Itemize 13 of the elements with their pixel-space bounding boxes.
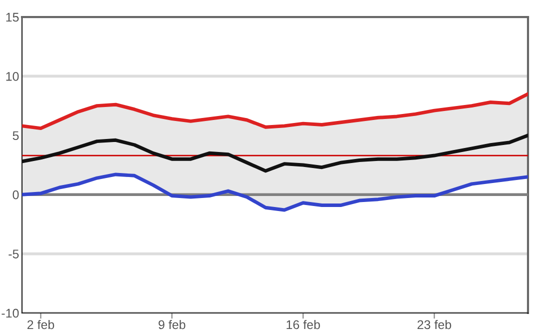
y-tick-label: -5 bbox=[8, 250, 19, 258]
x-tick-label: 9 feb bbox=[158, 320, 186, 330]
x-tick-label: 16 feb bbox=[286, 320, 320, 330]
y-tick-label: 15 bbox=[6, 12, 19, 22]
y-tick-label: 5 bbox=[12, 131, 19, 140]
y-tick-label: -10 bbox=[2, 308, 19, 318]
y-tick-label: 0 bbox=[12, 190, 19, 200]
line-series bbox=[22, 134, 528, 173]
line-series bbox=[22, 172, 528, 212]
x-tick-label: 23 feb bbox=[418, 320, 452, 330]
y-tick-label: 10 bbox=[6, 72, 19, 81]
line-series bbox=[22, 92, 528, 130]
x-tick-label: 2 feb bbox=[27, 320, 54, 330]
